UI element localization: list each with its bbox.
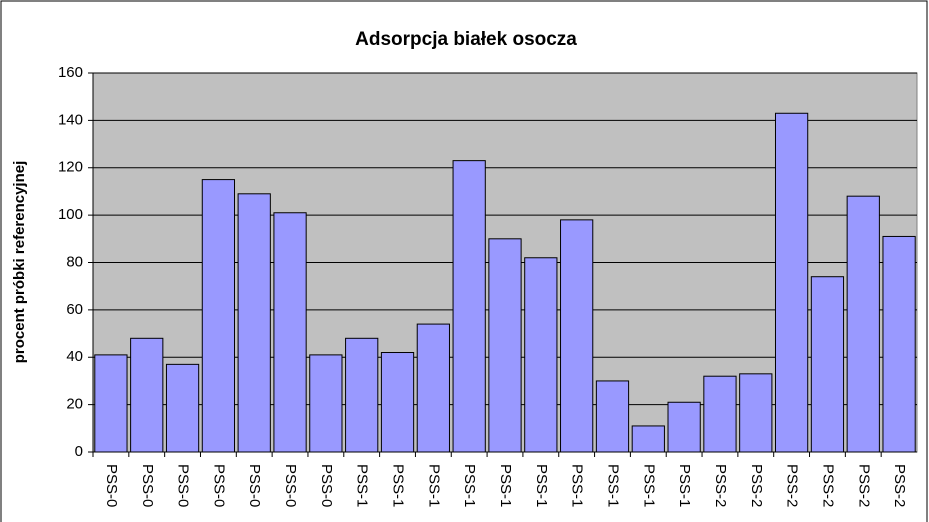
x-tick-label: PSS-1	[354, 464, 371, 507]
bar	[882, 235, 916, 453]
x-tick-label: PSS-2	[784, 464, 801, 507]
x-tick-label: PSS-2	[891, 464, 908, 507]
y-tick-label: 140	[58, 111, 83, 128]
y-tick-label: 100	[58, 206, 83, 223]
bar	[237, 193, 271, 453]
bar	[380, 352, 415, 453]
y-tick-label: 60	[66, 301, 83, 318]
bar	[416, 323, 450, 453]
bar	[345, 337, 379, 453]
x-tick-label: PSS-0	[210, 464, 227, 507]
x-tick-label: PSS-0	[318, 464, 335, 507]
chart-title: Adsorpcja białek osocza	[355, 29, 577, 50]
x-tick-label: PSS-1	[497, 464, 514, 507]
x-tick-label: PSS-1	[605, 464, 622, 507]
y-axis-label: procent próbki referencyjnej	[11, 161, 28, 364]
bar	[810, 276, 845, 453]
bar	[309, 354, 343, 453]
y-tick-label: 40	[66, 348, 83, 365]
x-tick-label: PSS-1	[569, 464, 586, 507]
bar	[595, 380, 630, 453]
bar	[94, 354, 128, 453]
x-tick-label: PSS-0	[175, 464, 192, 507]
bar	[667, 401, 701, 453]
y-tick-label: 80	[66, 253, 83, 270]
y-tick-label: 160	[58, 64, 83, 81]
x-tick-label: PSS-1	[390, 464, 407, 507]
y-tick-label: 0	[75, 443, 83, 460]
bar	[631, 425, 665, 453]
x-tick-label: PSS-0	[246, 464, 263, 507]
x-tick-label: PSS-0	[103, 464, 120, 507]
bar	[739, 373, 773, 453]
x-tick-label: PSS-2	[819, 464, 836, 507]
bar	[452, 160, 486, 453]
x-tick-label: PSS-1	[425, 464, 442, 507]
x-tick-label: PSS-1	[676, 464, 693, 507]
x-tick-label: PSS-2	[712, 464, 729, 507]
bar	[165, 363, 200, 453]
y-tick-label: 20	[66, 396, 83, 413]
x-tick-label: PSS-1	[533, 464, 550, 507]
bar	[846, 195, 880, 453]
x-tick-label: PSS-2	[748, 464, 765, 507]
bar	[774, 112, 809, 453]
x-tick-label: PSS-0	[139, 464, 156, 507]
x-tick-label: PSS-1	[640, 464, 657, 507]
bar	[130, 337, 164, 453]
bar	[560, 219, 594, 453]
y-tick-label: 120	[58, 159, 83, 176]
x-tick-label: PSS-2	[855, 464, 872, 507]
x-tick-label: PSS-1	[461, 464, 478, 507]
bar	[488, 238, 522, 453]
bar	[703, 375, 737, 453]
bar	[273, 212, 307, 453]
bar	[201, 179, 236, 453]
bar	[524, 257, 558, 453]
x-tick-label: PSS-0	[282, 464, 299, 507]
